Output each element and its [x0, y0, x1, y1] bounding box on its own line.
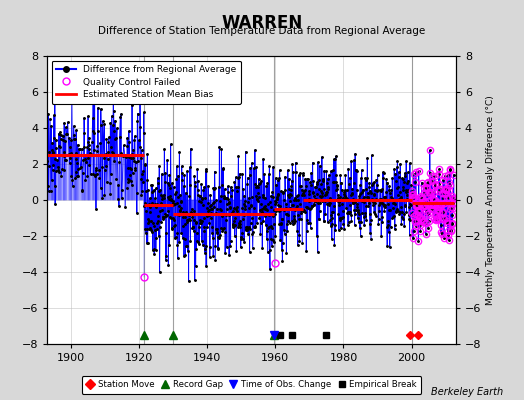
Y-axis label: Monthly Temperature Anomaly Difference (°C): Monthly Temperature Anomaly Difference (…	[486, 95, 495, 305]
Text: Difference of Station Temperature Data from Regional Average: Difference of Station Temperature Data f…	[99, 26, 425, 36]
Text: WARREN: WARREN	[221, 14, 303, 32]
Text: Berkeley Earth: Berkeley Earth	[431, 387, 503, 397]
Legend: Station Move, Record Gap, Time of Obs. Change, Empirical Break: Station Move, Record Gap, Time of Obs. C…	[82, 376, 421, 394]
Legend: Difference from Regional Average, Quality Control Failed, Estimated Station Mean: Difference from Regional Average, Qualit…	[52, 60, 241, 104]
